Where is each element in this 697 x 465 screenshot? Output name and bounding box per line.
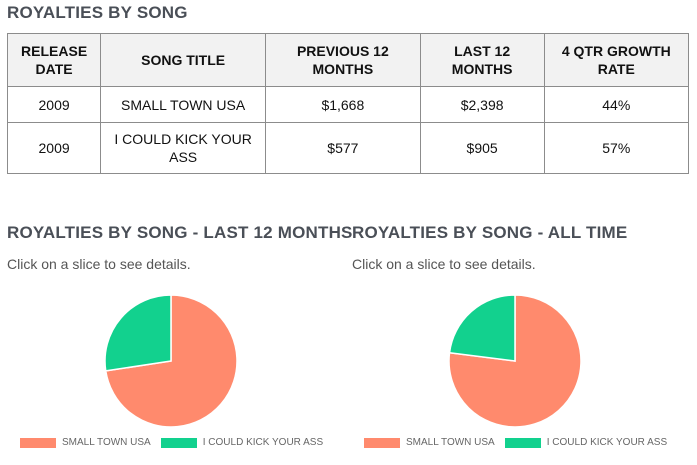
cell-release-date: 2009 [6,86,102,123]
cell-growth-rate: 44% [543,86,690,123]
col-header-song-title: SONG TITLE [100,33,267,87]
pie-chart-all-time[interactable] [445,291,585,431]
legend-item-small-town-usa[interactable]: SMALL TOWN USA [364,437,495,448]
cell-last-12-months: $905 [419,122,545,174]
legend-all-time: SMALL TOWN USA I COULD KICK YOUR ASS [364,437,677,448]
chart-subtitle-last-12-months: Click on a slice to see details. [7,256,191,272]
legend-swatch [20,437,56,448]
cell-release-date: 2009 [6,122,102,174]
pie-slice-i-could-kick-your-ass[interactable] [104,294,172,372]
col-header-release-date: RELEASE DATE [6,33,102,87]
pie-chart-last-12-months[interactable] [101,291,241,431]
table-header-row: RELEASE DATE SONG TITLE PREVIOUS 12 MONT… [6,33,690,87]
chart-subtitle-all-time: Click on a slice to see details. [352,256,536,272]
cell-growth-rate: 57% [543,122,690,174]
col-header-previous-12-months: PREVIOUS 12 MONTHS [265,33,421,87]
table-row: 2009 SMALL TOWN USA $1,668 $2,398 44% [6,86,690,123]
chart-title-all-time: ROYALTIES BY SONG - ALL TIME [352,223,628,242]
chart-title-last-12-months: ROYALTIES BY SONG - LAST 12 MONTHS [7,223,353,242]
legend-swatch [364,437,400,448]
cell-song-title: SMALL TOWN USA [100,86,267,123]
col-header-last-12-months: LAST 12 MONTHS [419,33,545,87]
legend-swatch [160,437,197,448]
legend-item-i-could-kick-your-ass[interactable]: I COULD KICK YOUR ASS [504,437,668,448]
col-header-growth-rate: 4 QTR GROWTH RATE [543,33,690,87]
legend-label: SMALL TOWN USA [62,437,151,448]
royalties-table: RELEASE DATE SONG TITLE PREVIOUS 12 MONT… [6,33,690,174]
cell-last-12-months: $2,398 [419,86,545,123]
legend-last-12-months: SMALL TOWN USA I COULD KICK YOUR ASS [20,437,333,448]
pie-slice-i-could-kick-your-ass[interactable] [448,294,516,362]
cell-song-title: I COULD KICK YOUR ASS [100,122,267,174]
cell-previous-12-months: $577 [265,122,421,174]
legend-swatch [504,437,541,448]
legend-item-small-town-usa[interactable]: SMALL TOWN USA [20,437,151,448]
legend-item-i-could-kick-your-ass[interactable]: I COULD KICK YOUR ASS [160,437,324,448]
table-row: 2009 I COULD KICK YOUR ASS $577 $905 57% [6,122,690,174]
legend-label: SMALL TOWN USA [406,437,495,448]
cell-previous-12-months: $1,668 [265,86,421,123]
pie-slice-small-town-usa[interactable] [448,294,582,428]
legend-label: I COULD KICK YOUR ASS [202,437,324,448]
table-title: ROYALTIES BY SONG [7,3,188,22]
legend-label: I COULD KICK YOUR ASS [546,437,668,448]
